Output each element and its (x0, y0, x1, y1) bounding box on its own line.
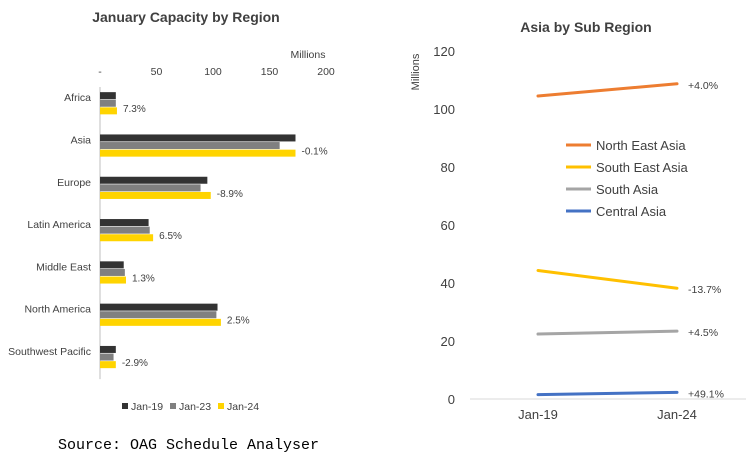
legend-swatch-jan-24 (218, 403, 224, 409)
bar-jan-24 (100, 276, 126, 284)
bar-change-label: 1.3% (132, 273, 155, 284)
line-series-north-east-asia (536, 82, 679, 98)
line-y-tick-label: 20 (441, 334, 455, 349)
bar-change-label: -2.9% (122, 358, 148, 369)
bar-jan-24 (100, 191, 211, 199)
line-x-tick-label: Jan-24 (657, 407, 697, 422)
bar-jan-23 (100, 311, 217, 319)
bar-category-label: Europe (57, 177, 91, 189)
line-y-tick-label: 60 (441, 218, 455, 233)
bar-jan-23 (100, 184, 201, 192)
line-legend-label: South Asia (596, 182, 659, 197)
bar-jan-19 (100, 134, 296, 142)
bar-change-label: 6.5% (159, 231, 182, 242)
bar-x-tick-label: 100 (204, 66, 222, 78)
bar-jan-19 (100, 261, 124, 269)
line-y-tick-label: 120 (433, 44, 455, 59)
bar-category-label: Latin America (27, 219, 91, 231)
line-x-tick-label: Jan-19 (518, 407, 558, 422)
line-y-tick-label: 0 (448, 392, 455, 407)
legend-label: Jan-19 (131, 401, 163, 413)
line-legend-label: Central Asia (596, 204, 667, 219)
line-end-label: +4.0% (688, 80, 718, 92)
legend-label: Jan-24 (227, 401, 259, 413)
line-y-axis-label: Millions (410, 53, 422, 90)
bar-category-label: Asia (71, 134, 92, 146)
bar-jan-23 (100, 226, 150, 234)
line-end-label: +4.5% (688, 327, 718, 339)
legend-swatch-jan-23 (170, 403, 176, 409)
bar-change-label: -8.9% (217, 189, 243, 200)
line-end-label: -13.7% (688, 284, 721, 296)
bar-x-tick-label: 200 (317, 66, 335, 78)
line-series-south-asia (536, 329, 679, 336)
legend-label: Jan-23 (179, 401, 211, 413)
bar-chart-unit-label: Millions (290, 49, 325, 61)
source-note: Source: OAG Schedule Analyser (58, 437, 320, 454)
bar-category-label: Southwest Pacific (8, 346, 91, 358)
bar-change-label: -0.1% (301, 146, 327, 157)
bar-x-tick-label: - (98, 66, 102, 78)
bar-x-tick-label: 150 (261, 66, 279, 78)
line-y-tick-label: 40 (441, 276, 455, 291)
line-series-central-asia (536, 390, 679, 397)
bar-jan-19 (100, 176, 208, 184)
bar-change-label: 7.3% (123, 104, 146, 115)
bar-jan-23 (100, 99, 116, 107)
line-y-tick-label: 80 (441, 160, 455, 175)
bar-jan-24 (100, 318, 221, 326)
bar-jan-19 (100, 303, 218, 311)
bar-jan-24 (100, 234, 154, 242)
bar-jan-24 (100, 361, 116, 369)
bar-jan-24 (100, 149, 296, 157)
bar-change-label: 2.5% (227, 316, 250, 327)
line-legend-label: North East Asia (596, 138, 686, 153)
bar-jan-23 (100, 353, 114, 361)
bar-category-label: Middle East (36, 261, 91, 273)
bar-jan-23 (100, 142, 280, 150)
line-chart-title: Asia by Sub Region (520, 19, 651, 35)
line-series-south-east-asia (536, 269, 679, 290)
bar-jan-19 (100, 219, 149, 227)
bar-category-label: Africa (64, 92, 91, 104)
line-legend-label: South East Asia (596, 160, 689, 175)
line-end-label: +49.1% (688, 388, 724, 400)
bar-jan-23 (100, 268, 125, 276)
bar-jan-19 (100, 92, 116, 100)
line-y-tick-label: 100 (433, 102, 455, 117)
bar-category-label: North America (24, 304, 91, 316)
bar-jan-19 (100, 345, 116, 353)
bar-chart-title: January Capacity by Region (92, 9, 280, 25)
bar-jan-24 (100, 107, 117, 115)
bar-x-tick-label: 50 (151, 66, 163, 78)
legend-swatch-jan-19 (122, 403, 128, 409)
